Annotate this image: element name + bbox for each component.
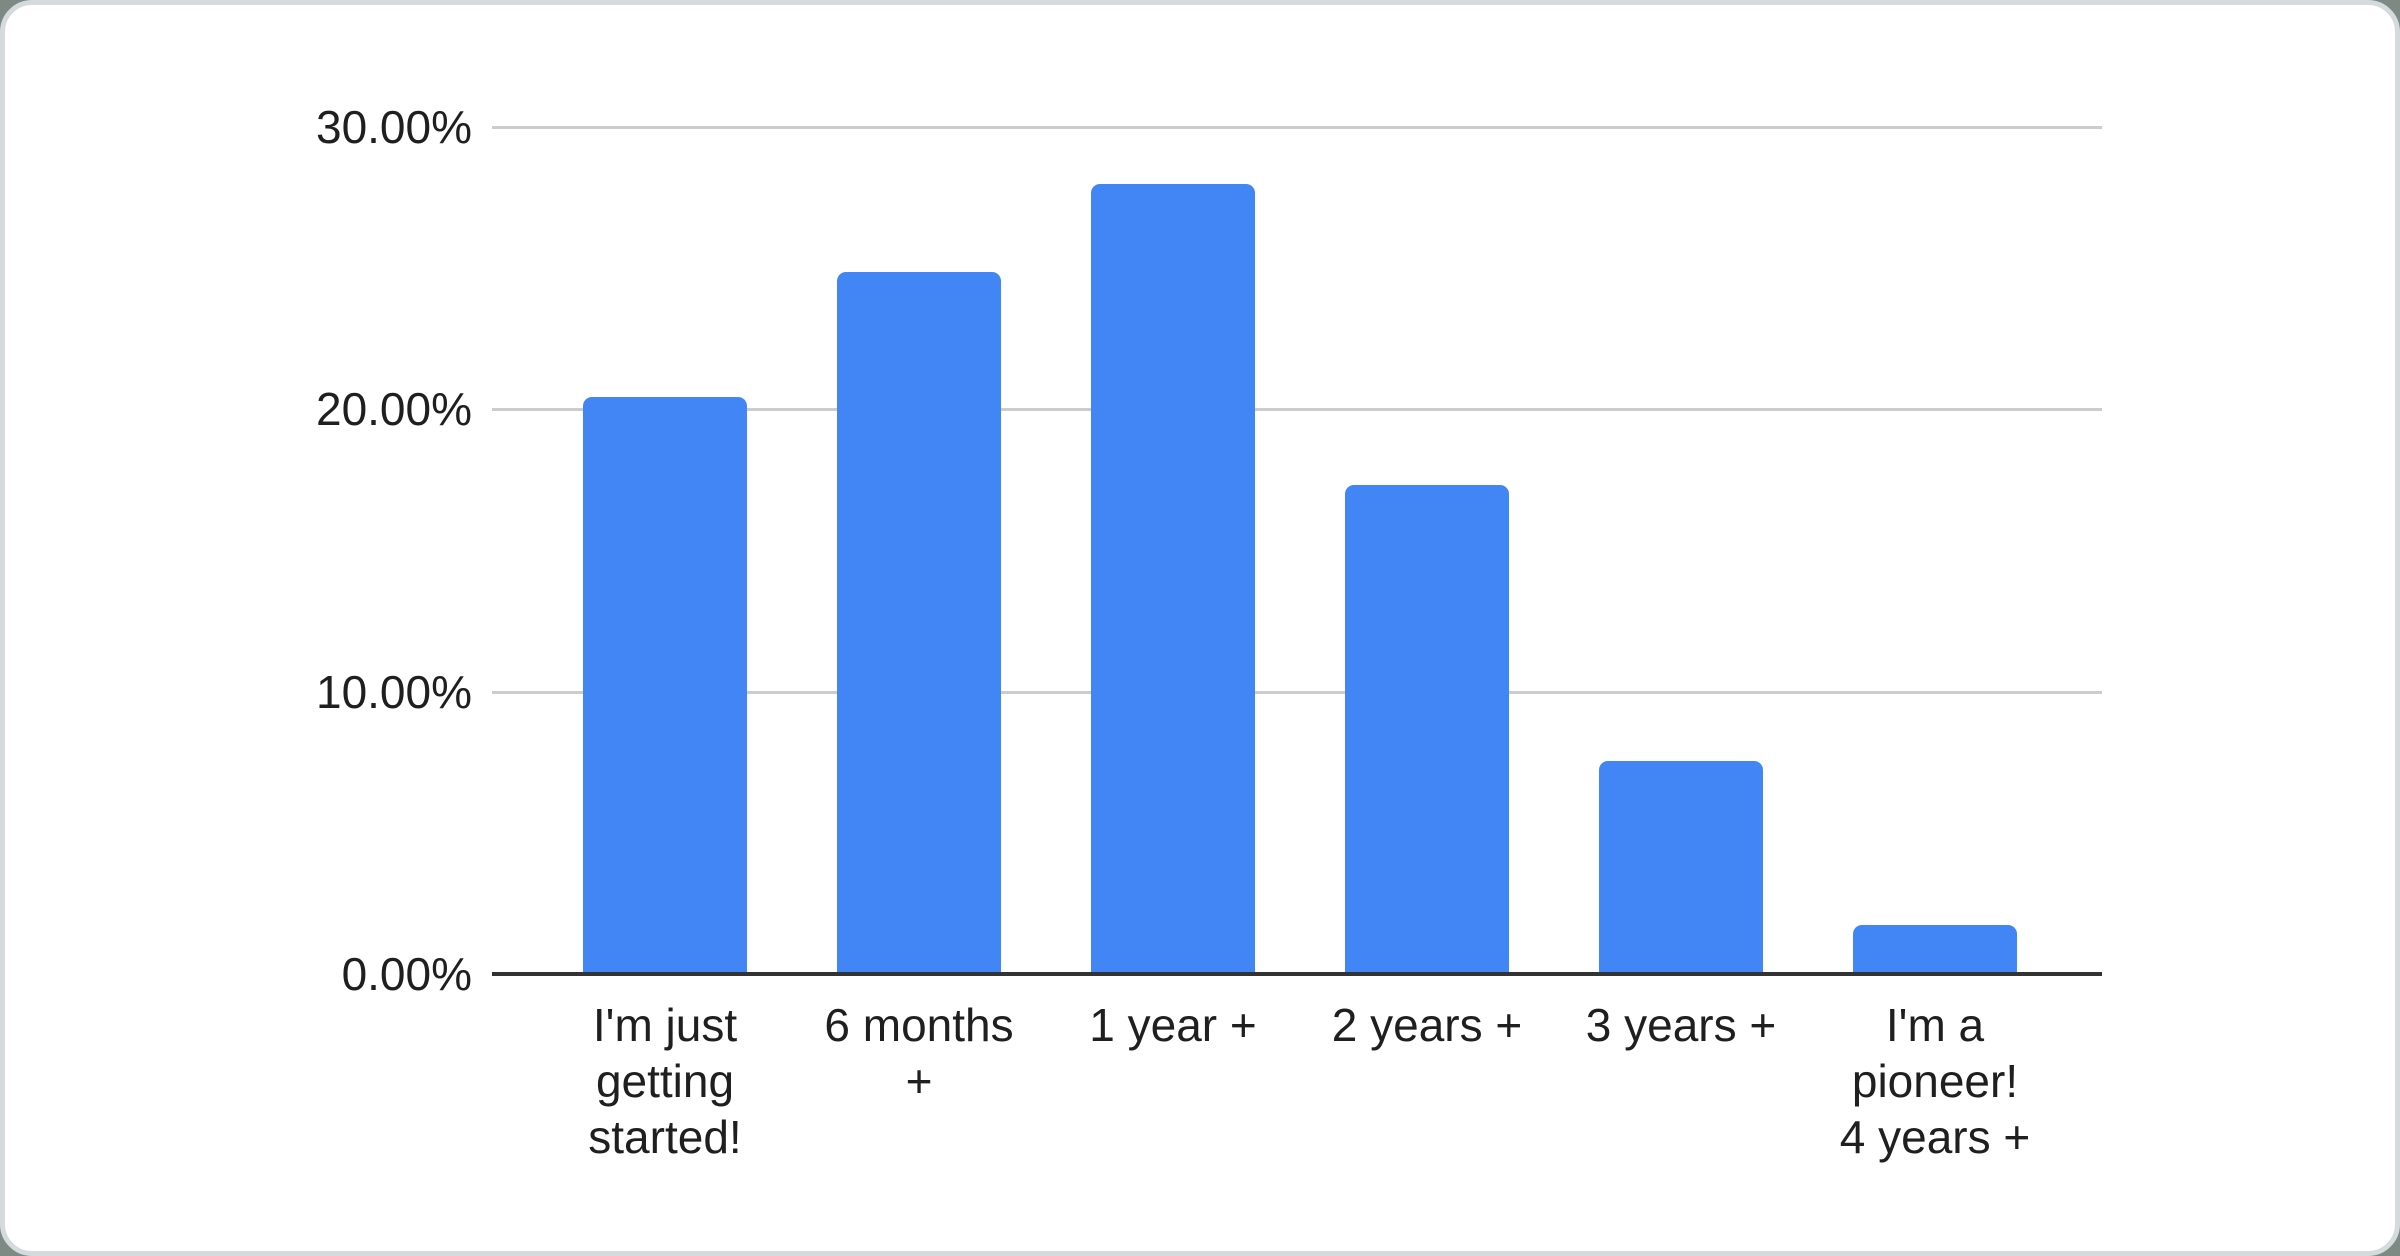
x-tick-label-line: I'm a [1885,999,1985,1051]
x-tick-label-line: I'm just [592,999,738,1051]
bar-slot [1046,127,1300,974]
bar-slot [1554,127,1808,974]
y-tick-label: 30.00% [315,101,472,153]
bar-3 [1091,184,1255,974]
gridline [492,690,2102,694]
x-tick-label-line: 2 years + [1331,999,1523,1051]
x-tick-label-line: 4 years + [1839,1111,2031,1163]
x-tick-label-line: 3 years + [1585,999,1777,1051]
x-tick-label-line: + [905,1055,933,1107]
y-tick-label: 0.00% [341,948,472,1000]
bar-slot [1300,127,1554,974]
y-tick-label: 10.00% [315,665,472,718]
bar-4 [1345,485,1509,974]
x-tick-label-line: started! [588,1111,742,1163]
bar-slot [792,127,1046,974]
bar-6 [1853,924,2017,974]
bar-5 [1599,760,1763,974]
bar-area [538,127,2062,974]
bar-slot [1808,127,2062,974]
x-tick-label-line: pioneer! [1851,1055,2019,1107]
x-tick-label-line: getting [595,1055,735,1107]
x-tick-label: I'm a pioneer! 4 years + [1808,997,2062,1165]
y-tick-label: 20.00% [315,383,472,436]
x-axis-labels: I'm just getting started! 6 months +1 year +… [538,997,2062,1165]
gridline [492,126,2102,129]
x-tick-label-line: 6 months [824,999,1014,1051]
bar-1 [583,396,747,974]
bar-slot [538,127,792,974]
x-tick-label: I'm just getting started! [538,997,792,1165]
x-tick-label: 2 years + [1300,997,1554,1165]
bar-2 [837,272,1001,974]
gridline [492,408,2102,412]
plot-area [492,126,2102,976]
x-tick-label: 1 year + [1046,997,1300,1165]
x-tick-label: 3 years + [1554,997,1808,1165]
x-tick-label: 6 months + [792,997,1046,1165]
x-tick-label-line: 1 year + [1089,999,1257,1051]
x-axis-line [492,972,2102,976]
